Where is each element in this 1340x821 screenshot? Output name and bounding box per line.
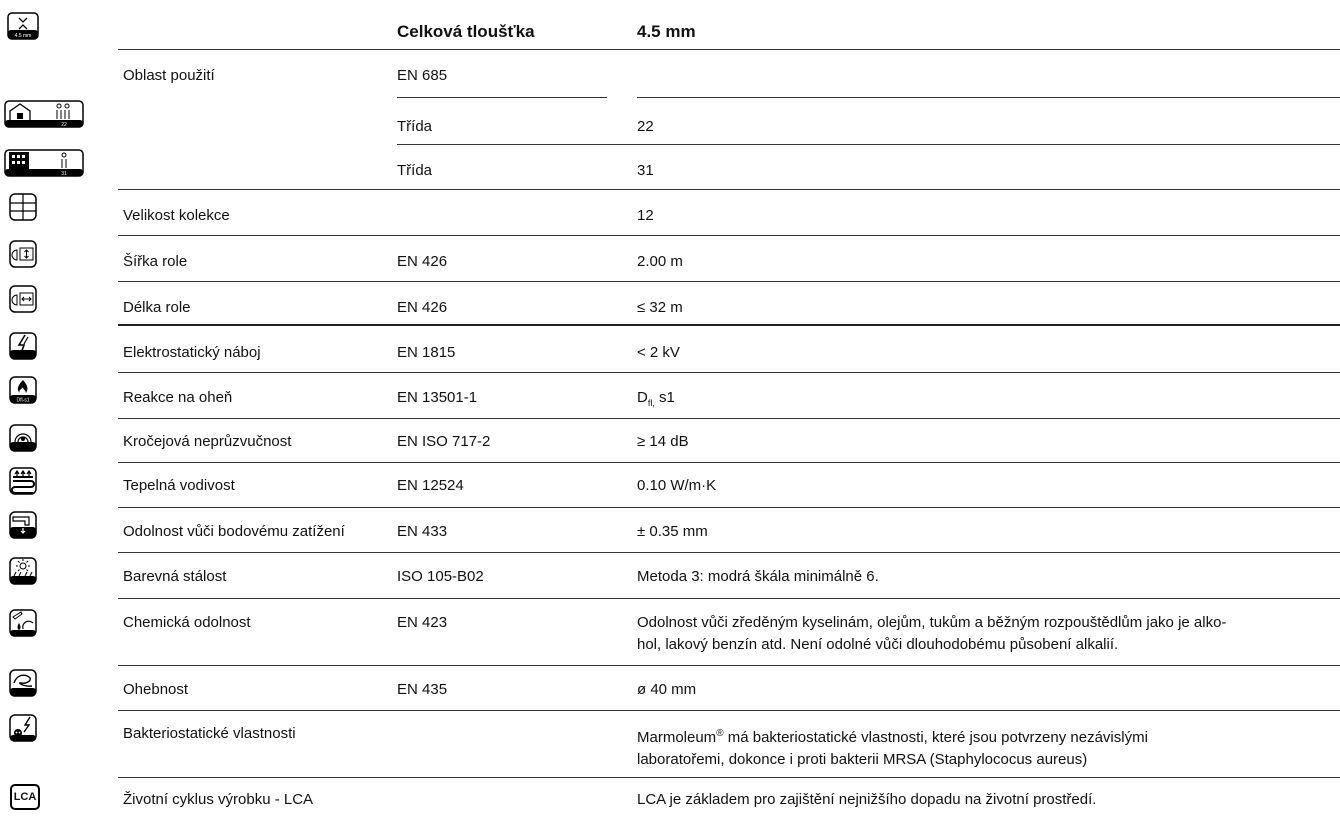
divider — [118, 507, 1340, 508]
row-value: ø 40 mm — [637, 681, 697, 698]
home-use-class-icon-text: 22 — [61, 122, 67, 128]
home-use-class-icon: 22 — [4, 100, 84, 128]
thickness-icon: 4.5 mm — [7, 12, 39, 40]
row-label: Barevná stálost — [123, 568, 227, 585]
row-label: Velikost kolekce — [123, 207, 230, 224]
thickness-icon-text: 4.5 mm — [15, 33, 32, 39]
row-norm: Třída — [397, 118, 433, 135]
row-norm: EN 13501-1 — [397, 389, 478, 406]
row-norm: EN ISO 717-2 — [397, 433, 491, 450]
section-divider — [118, 324, 1340, 326]
row-value: Dfl, s1 — [637, 387, 1327, 414]
row-value: 0.10 W/m·K — [637, 477, 717, 494]
bacteriostatic-value-line-1: Marmoleum® má bakteriostatické vlastnost… — [637, 723, 1327, 749]
row-norm: EN 12524 — [397, 477, 464, 494]
colour-fastness-icon — [7, 557, 39, 585]
row-value: Odolnost vůči zředěným kyselinám, olejům… — [637, 612, 1337, 656]
row-label: Bakteriostatické vlastnosti — [123, 725, 296, 742]
row-value: Marmoleum® má bakteriostatické vlastnost… — [637, 723, 1327, 771]
registered-mark: ® — [716, 728, 724, 739]
row-norm: ISO 105-B02 — [397, 568, 484, 585]
divider — [118, 462, 1340, 463]
row-value: Metoda 3: modrá škála minimálně 6. — [637, 568, 879, 585]
impact-sound-icon — [7, 424, 39, 452]
fire-reaction-icon-text: Dfl-s1 — [16, 398, 29, 404]
row-label: Kročejová neprůzvučnost — [123, 433, 292, 450]
bacteriostatic-value-text-1: má bakteriostatické vlastnosti, které js… — [723, 729, 1148, 746]
row-value: 2.00 m — [637, 253, 683, 270]
divider — [118, 665, 1340, 666]
row-value: ≤ 32 m — [637, 299, 683, 316]
header-col2: Celková tloušťka — [397, 22, 535, 41]
divider — [637, 97, 1340, 98]
divider — [118, 552, 1340, 553]
divider — [118, 598, 1340, 599]
brand-name: Marmoleum — [637, 729, 717, 746]
chemical-value-line-1: Odolnost vůči zředěným kyselinám, olejům… — [637, 614, 1227, 631]
row-value: 31 — [637, 162, 654, 179]
row-value: 12 — [637, 207, 654, 224]
fire-class-sub: fl, — [647, 398, 655, 408]
roll-width-icon — [7, 240, 39, 268]
row-norm: EN 426 — [397, 253, 448, 270]
divider — [118, 235, 1340, 236]
chemical-resistance-icon — [7, 609, 39, 637]
lca-icon: LCA — [10, 784, 40, 810]
row-value: 22 — [637, 118, 654, 135]
chemical-value-line-2: hol, lakový benzín atd. Není odolné vůči… — [637, 636, 1119, 653]
row-value: ± 0.35 mm — [637, 523, 708, 540]
flexibility-icon — [7, 669, 39, 697]
bacteriostatic-icon — [7, 714, 39, 742]
row-value: ≥ 14 dB — [637, 433, 689, 450]
row-norm: EN 435 — [397, 681, 448, 698]
row-label: Délka role — [123, 299, 191, 316]
row-norm: EN 685 — [397, 67, 448, 84]
divider — [397, 144, 1340, 145]
divider — [118, 777, 1340, 778]
row-value: < 2 kV — [637, 344, 680, 361]
point-load-icon — [7, 511, 39, 539]
row-label: Životní cyklus výrobku - LCA — [123, 791, 314, 808]
row-label: Chemická odolnost — [123, 614, 251, 631]
row-norm: EN 433 — [397, 523, 448, 540]
fire-class-rest: s1 — [659, 389, 675, 406]
thermal-conductivity-icon — [7, 467, 39, 495]
row-norm: Třída — [397, 162, 433, 179]
header-col3: 4.5 mm — [637, 22, 696, 41]
row-label: Ohebnost — [123, 681, 189, 698]
divider — [118, 281, 1340, 282]
commercial-use-class-icon-text: 31 — [61, 171, 67, 177]
divider — [118, 418, 1340, 419]
fire-class-main: D — [637, 389, 648, 406]
row-norm: EN 423 — [397, 614, 448, 631]
roll-length-icon — [7, 285, 39, 313]
row-value: LCA je základem pro zajištění nejnižšího… — [637, 791, 1097, 808]
divider — [118, 372, 1340, 373]
bacteriostatic-value-line-2: laboratořemi, dokonce i proti bakterii M… — [637, 751, 1088, 768]
row-label: Tepelná vodivost — [123, 477, 235, 494]
divider — [118, 49, 1340, 50]
row-label: Reakce na oheň — [123, 389, 233, 406]
row-norm: EN 1815 — [397, 344, 456, 361]
row-label: Odolnost vůči bodovému zatížení — [123, 523, 345, 540]
row-label: Oblast použití — [123, 67, 215, 84]
row-label: Elektrostatický náboj — [123, 344, 261, 361]
row-norm: EN 426 — [397, 299, 448, 316]
electrostatic-icon — [7, 332, 39, 360]
collection-grid-icon — [7, 193, 39, 221]
commercial-use-class-icon: 31 — [4, 149, 84, 177]
divider — [397, 97, 607, 98]
divider — [118, 189, 1340, 190]
row-label: Šířka role — [123, 253, 188, 270]
divider — [118, 710, 1340, 711]
fire-reaction-icon: Dfl-s1 — [7, 376, 39, 404]
